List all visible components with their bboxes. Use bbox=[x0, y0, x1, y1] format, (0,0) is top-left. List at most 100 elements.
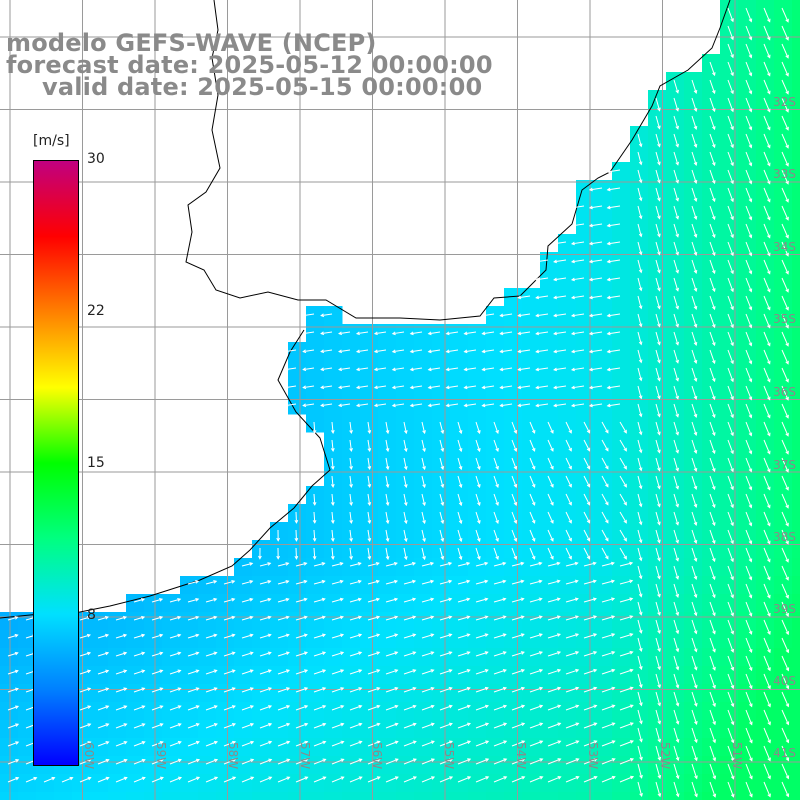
wind-speed-cell bbox=[738, 612, 757, 631]
wind-speed-cell bbox=[360, 360, 379, 379]
wind-speed-cell bbox=[756, 468, 775, 487]
wind-speed-cell bbox=[90, 720, 109, 739]
wind-speed-cell bbox=[306, 594, 325, 613]
wind-speed-cell bbox=[720, 54, 739, 73]
wind-arrow bbox=[529, 704, 544, 711]
lat-label: 32S bbox=[773, 95, 796, 109]
wind-speed-cell bbox=[648, 702, 667, 721]
wind-speed-cell bbox=[738, 468, 757, 487]
wind-speed-cell bbox=[432, 468, 451, 487]
wind-speed-cell bbox=[306, 324, 325, 343]
wind-arrow bbox=[457, 740, 472, 747]
wind-arrow bbox=[259, 597, 272, 603]
wind-speed-cell bbox=[432, 630, 451, 649]
wind-speed-cell bbox=[414, 342, 433, 361]
wind-arrow bbox=[583, 475, 591, 488]
wind-arrow bbox=[565, 421, 572, 434]
wind-arrow bbox=[385, 547, 390, 561]
wind-arrow bbox=[637, 259, 643, 274]
wind-arrow bbox=[763, 583, 771, 599]
wind-arrow bbox=[115, 651, 128, 657]
wind-arrow bbox=[655, 709, 662, 725]
wind-speed-cell bbox=[432, 576, 451, 595]
wind-speed-cell bbox=[630, 738, 649, 757]
wind-speed-cell bbox=[792, 216, 800, 235]
wind-speed-cell bbox=[468, 540, 487, 559]
wind-arrow bbox=[187, 580, 200, 585]
wind-speed-cell bbox=[630, 576, 649, 595]
wind-speed-cell bbox=[540, 648, 559, 667]
wind-speed-cell bbox=[630, 270, 649, 289]
wind-arrow bbox=[673, 709, 680, 725]
wind-speed-cell bbox=[252, 756, 271, 775]
wind-speed-cell bbox=[720, 648, 739, 667]
wind-speed-cell bbox=[684, 396, 703, 415]
wind-arrow bbox=[655, 457, 661, 472]
wind-arrow bbox=[439, 633, 453, 639]
wind-arrow bbox=[570, 259, 585, 264]
wind-arrow bbox=[673, 223, 679, 238]
wind-speed-cell bbox=[702, 72, 721, 91]
wind-arrow bbox=[583, 457, 591, 470]
wind-arrow bbox=[745, 493, 753, 509]
wind-speed-cell bbox=[720, 198, 739, 217]
wind-arrow bbox=[781, 295, 789, 311]
wind-arrow bbox=[439, 615, 453, 621]
wind-speed-cell bbox=[648, 738, 667, 757]
wind-speed-cell bbox=[774, 360, 793, 379]
wind-arrow bbox=[463, 403, 477, 408]
lat-label: 34S bbox=[773, 240, 796, 254]
wind-arrow bbox=[277, 740, 291, 747]
wind-speed-cell bbox=[630, 198, 649, 217]
wind-speed-cell bbox=[684, 594, 703, 613]
wind-speed-cell bbox=[648, 108, 667, 127]
wind-speed-cell bbox=[738, 576, 757, 595]
wind-arrow bbox=[619, 561, 634, 567]
wind-speed-cell bbox=[738, 450, 757, 469]
wind-speed-cell bbox=[288, 576, 307, 595]
wind-arrow bbox=[511, 722, 526, 729]
wind-speed-cell bbox=[666, 468, 685, 487]
wind-arrow bbox=[691, 547, 698, 562]
wind-speed-cell bbox=[792, 198, 800, 217]
wind-speed-cell bbox=[360, 684, 379, 703]
wind-speed-cell bbox=[342, 378, 361, 397]
wind-speed-cell bbox=[594, 720, 613, 739]
wind-speed-cell bbox=[738, 342, 757, 361]
wind-arrow bbox=[529, 722, 544, 729]
wind-speed-cell bbox=[378, 342, 397, 361]
wind-speed-cell bbox=[630, 180, 649, 199]
wind-arrow bbox=[655, 529, 661, 544]
wind-arrow bbox=[313, 704, 327, 711]
wind-arrow bbox=[223, 740, 237, 747]
wind-speed-cell bbox=[144, 684, 163, 703]
wind-arrow bbox=[637, 241, 643, 256]
wind-arrow bbox=[547, 561, 561, 567]
wind-speed-cell bbox=[414, 324, 433, 343]
wind-arrow bbox=[373, 331, 387, 336]
wind-arrow bbox=[727, 43, 734, 59]
wind-speed-cell bbox=[720, 702, 739, 721]
wind-arrow bbox=[709, 727, 716, 744]
wind-speed-cell bbox=[738, 414, 757, 433]
wind-arrow bbox=[727, 565, 734, 581]
wind-speed-cell bbox=[612, 648, 631, 667]
wind-speed-cell bbox=[468, 738, 487, 757]
wind-arrow bbox=[570, 277, 585, 282]
wind-speed-cell bbox=[414, 396, 433, 415]
wind-speed-cell bbox=[648, 216, 667, 235]
wind-arrow bbox=[565, 475, 572, 488]
wind-speed-cell bbox=[486, 342, 505, 361]
wind-speed-cell bbox=[774, 72, 793, 91]
wind-speed-cell bbox=[630, 288, 649, 307]
wind-arrow bbox=[727, 241, 734, 257]
wind-speed-cell bbox=[72, 792, 91, 800]
wind-speed-cell bbox=[378, 522, 397, 541]
wind-arrow bbox=[331, 740, 345, 747]
wind-arrow bbox=[475, 615, 489, 621]
wind-arrow bbox=[709, 115, 716, 131]
wind-speed-cell bbox=[450, 630, 469, 649]
wind-arrow bbox=[553, 331, 567, 336]
wind-arrow bbox=[385, 722, 399, 729]
